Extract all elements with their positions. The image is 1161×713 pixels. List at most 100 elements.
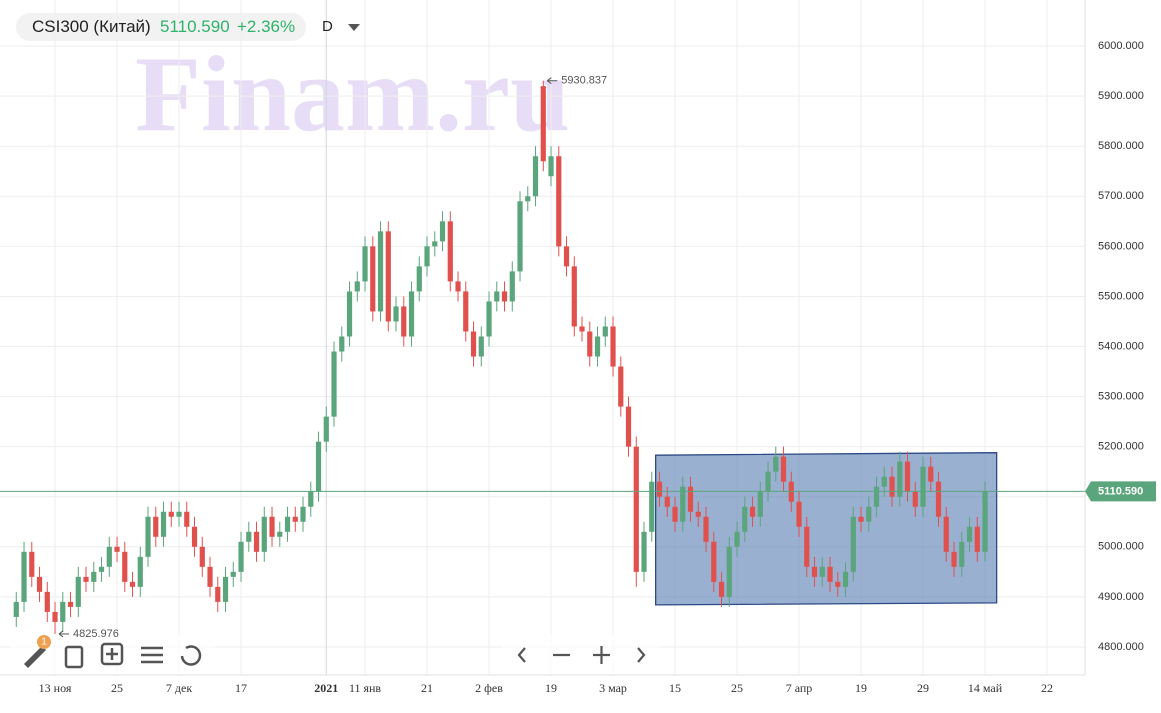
candle-body bbox=[29, 551, 35, 577]
nav-bg bbox=[502, 634, 660, 674]
candle-body bbox=[532, 156, 539, 197]
candle-body bbox=[842, 571, 849, 587]
candle-body bbox=[711, 541, 717, 582]
price: 5110.590 bbox=[160, 17, 230, 36]
candle-body bbox=[315, 441, 322, 492]
candle-body bbox=[377, 231, 384, 312]
candle-body bbox=[703, 516, 709, 542]
candle-body bbox=[594, 336, 601, 357]
interval[interactable]: D bbox=[322, 18, 333, 35]
candle-body bbox=[292, 516, 298, 522]
annotation-arrow bbox=[58, 630, 70, 638]
candle-body bbox=[470, 331, 477, 357]
candle-body bbox=[912, 491, 918, 507]
candle-body bbox=[773, 456, 779, 472]
candle-body bbox=[75, 576, 81, 607]
interval-dropdown[interactable] bbox=[347, 23, 361, 33]
candle-body bbox=[246, 531, 252, 542]
candle-body bbox=[633, 446, 639, 572]
candle-body bbox=[21, 551, 27, 602]
candle-body bbox=[610, 326, 616, 367]
candle-body bbox=[501, 291, 508, 302]
badge-text: 1 bbox=[41, 637, 47, 648]
x-tick-label: 19 bbox=[545, 681, 557, 695]
candle-body bbox=[416, 266, 422, 292]
candle-body bbox=[362, 246, 368, 282]
list-icon[interactable] bbox=[64, 645, 84, 669]
candle-body bbox=[835, 581, 841, 587]
plot bbox=[0, 80, 1085, 634]
candle-body bbox=[106, 546, 112, 567]
candle-body bbox=[742, 506, 748, 532]
annotation-label: 5930.837 bbox=[561, 75, 607, 87]
y-tick-label: 5700.000 bbox=[1098, 190, 1144, 202]
candle-body bbox=[122, 551, 128, 582]
y-tick-label: 4800.000 bbox=[1098, 641, 1144, 653]
y-tick-label: 4900.000 bbox=[1098, 591, 1144, 603]
candle-body bbox=[904, 461, 911, 492]
candle-body bbox=[207, 566, 213, 587]
candle-body bbox=[881, 476, 887, 487]
y-tick-label: 5900.000 bbox=[1098, 90, 1144, 102]
candle-body bbox=[540, 86, 546, 162]
toolbar: 1 bbox=[10, 634, 215, 674]
candle-body bbox=[447, 221, 453, 282]
candle-body bbox=[664, 496, 670, 507]
y-tick-label: 5600.000 bbox=[1098, 240, 1144, 252]
candle-body bbox=[928, 466, 934, 482]
candle-body bbox=[509, 271, 515, 302]
candle-body bbox=[455, 281, 461, 292]
candle-body bbox=[60, 601, 66, 622]
candle-body bbox=[866, 506, 872, 522]
settings-icon[interactable] bbox=[141, 646, 163, 664]
x-tick-label: 7 дек bbox=[166, 681, 192, 695]
badge bbox=[37, 635, 51, 649]
candle-body bbox=[478, 336, 484, 357]
x-tick-label: 17 bbox=[235, 681, 247, 695]
candle-body bbox=[563, 246, 570, 267]
candle-body bbox=[91, 571, 97, 582]
candle-body bbox=[215, 586, 221, 602]
candle-body bbox=[804, 526, 810, 567]
candle-body bbox=[571, 266, 577, 327]
candle-body bbox=[897, 461, 903, 497]
candle-body bbox=[765, 471, 771, 492]
grid bbox=[0, 0, 1085, 675]
candle-body bbox=[153, 516, 159, 537]
y-tick-label: 5800.000 bbox=[1098, 140, 1144, 152]
candle-body bbox=[579, 326, 585, 332]
add-icon[interactable] bbox=[100, 642, 124, 666]
candle-body bbox=[261, 516, 267, 552]
candle-body bbox=[687, 486, 694, 512]
candle-body bbox=[656, 481, 663, 497]
x-tick-label: 11 янв bbox=[349, 681, 381, 695]
candle-body bbox=[331, 351, 337, 417]
candle-body bbox=[486, 301, 492, 337]
symbol-header[interactable]: CSI300 (Китай) 5110.590 +2.36% bbox=[16, 13, 306, 41]
candle-body bbox=[757, 491, 763, 517]
candle-body bbox=[602, 326, 608, 337]
candle-body bbox=[494, 291, 500, 302]
pencil-icon[interactable] bbox=[24, 646, 46, 668]
scroll-left[interactable] bbox=[517, 647, 526, 663]
annotation-label: 4825.976 bbox=[73, 628, 119, 640]
scroll-right[interactable] bbox=[637, 647, 646, 663]
zoom-in[interactable] bbox=[593, 646, 610, 664]
dropdown-arrow bbox=[348, 24, 360, 31]
y-tick-label: 6000.000 bbox=[1098, 40, 1144, 52]
candle-body bbox=[36, 576, 43, 592]
candle-body bbox=[370, 246, 376, 312]
candle-body bbox=[749, 506, 756, 517]
candle-body bbox=[385, 231, 391, 322]
candle-body bbox=[98, 566, 105, 572]
candle-body bbox=[680, 486, 686, 522]
candle-body bbox=[548, 156, 554, 177]
candle-body bbox=[137, 556, 143, 587]
candle-body bbox=[393, 306, 399, 322]
candle-body bbox=[308, 491, 314, 507]
x-tick-label: 13 ноя bbox=[39, 681, 72, 695]
reset-icon[interactable] bbox=[180, 645, 202, 666]
channel bbox=[655, 452, 998, 606]
candle-body bbox=[587, 331, 593, 357]
